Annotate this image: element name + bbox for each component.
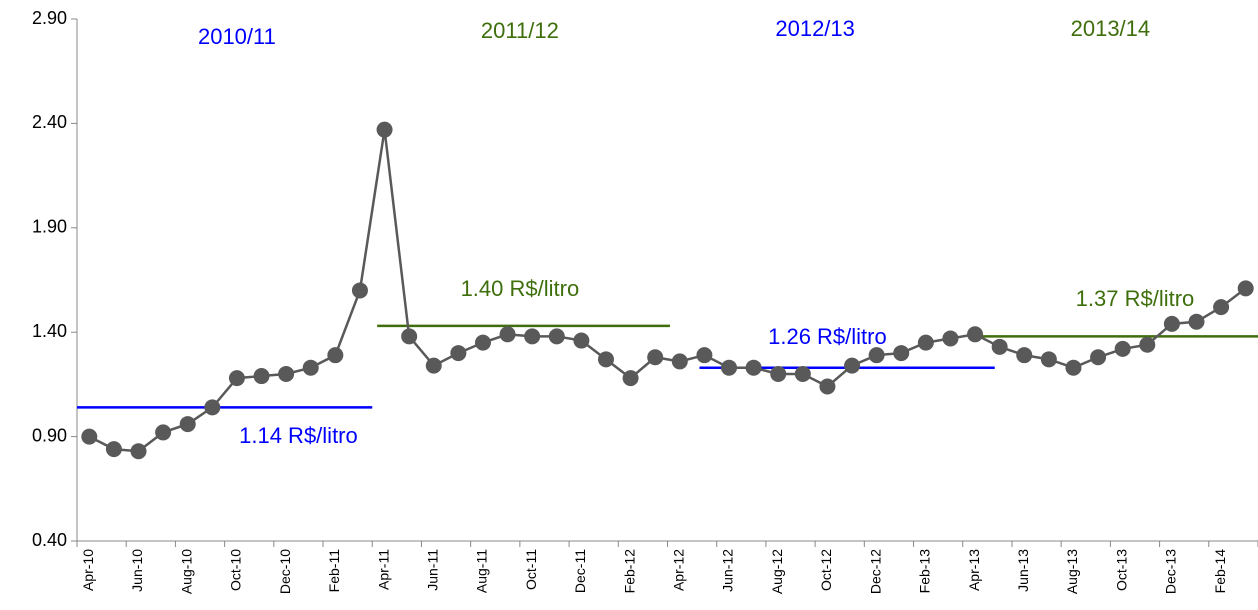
data-point <box>1139 336 1156 353</box>
data-point <box>1114 340 1131 357</box>
data-point <box>105 441 122 458</box>
x-tick-label: Oct-10 <box>228 549 244 591</box>
data-point <box>401 328 418 345</box>
data-point <box>917 334 934 351</box>
data-point <box>967 326 984 343</box>
data-point <box>745 359 762 376</box>
data-point <box>622 370 639 387</box>
data-point <box>1213 299 1230 316</box>
period-label: 2013/14 <box>1071 16 1151 41</box>
data-point <box>450 345 467 362</box>
data-point <box>155 424 172 441</box>
y-tick-label: 2.40 <box>32 112 67 132</box>
y-tick-label: 1.90 <box>32 217 67 237</box>
x-tick-label: Jun-12 <box>720 549 736 592</box>
data-point <box>253 368 270 385</box>
x-tick-label: Feb-13 <box>917 549 933 594</box>
x-tick-label: Dec-13 <box>1163 549 1179 594</box>
x-tick-label: Jun-10 <box>129 549 145 592</box>
data-point <box>671 353 688 370</box>
average-label: 1.14 R$/litro <box>239 423 358 448</box>
data-point <box>1040 351 1057 368</box>
average-label: 1.40 R$/litro <box>461 276 580 301</box>
x-tick-label: Jun-11 <box>424 549 440 591</box>
data-point <box>696 347 713 364</box>
data-point <box>327 347 344 364</box>
data-point <box>573 332 590 349</box>
x-tick-label: Jun-13 <box>1015 549 1031 592</box>
x-tick-label: Aug-12 <box>769 549 785 594</box>
x-tick-label: Aug-10 <box>178 549 194 594</box>
data-point <box>1016 347 1033 364</box>
y-tick-label: 0.40 <box>32 530 67 550</box>
data-point <box>1188 313 1205 330</box>
x-tick-label: Apr-11 <box>375 549 391 590</box>
x-tick-label: Apr-13 <box>966 549 982 591</box>
data-point <box>548 328 565 345</box>
data-point <box>1237 280 1254 297</box>
x-tick-label: Aug-11 <box>474 549 490 593</box>
data-point <box>351 282 368 299</box>
data-point <box>721 359 738 376</box>
data-point <box>499 326 516 343</box>
x-tick-label: Aug-13 <box>1064 549 1080 594</box>
data-point <box>647 349 664 366</box>
x-tick-label: Oct-12 <box>818 549 834 591</box>
x-tick-label: Dec-11 <box>572 549 588 593</box>
data-point <box>868 347 885 364</box>
data-point <box>474 334 491 351</box>
y-tick-label: 2.90 <box>32 8 67 28</box>
data-point <box>130 443 147 460</box>
data-point <box>1065 359 1082 376</box>
data-point <box>204 399 221 416</box>
data-point <box>794 365 811 382</box>
data-point <box>278 365 295 382</box>
data-point <box>942 330 959 347</box>
data-point <box>1090 349 1107 366</box>
data-point <box>1163 315 1180 332</box>
data-point <box>81 428 98 445</box>
data-point <box>770 365 787 382</box>
y-tick-label: 0.90 <box>32 425 67 445</box>
data-point <box>844 357 861 374</box>
data-point <box>893 345 910 362</box>
series-line <box>88 129 1247 453</box>
data-point <box>228 370 245 387</box>
data-point <box>819 378 836 395</box>
x-tick-label: Apr-12 <box>671 549 687 591</box>
x-tick-label: Feb-12 <box>621 549 637 594</box>
x-tick-label: Feb-11 <box>326 549 342 593</box>
x-tick-label: Apr-10 <box>80 549 96 591</box>
data-point <box>179 416 196 433</box>
data-point <box>302 359 319 376</box>
period-label: 2011/12 <box>481 18 559 43</box>
data-point <box>524 328 541 345</box>
data-point <box>597 351 614 368</box>
x-tick-label: Dec-10 <box>277 549 293 594</box>
average-label: 1.26 R$/litro <box>768 324 887 349</box>
data-point <box>376 121 393 138</box>
x-tick-label: Oct-11 <box>523 549 539 590</box>
average-label: 1.37 R$/litro <box>1076 286 1195 311</box>
period-label: 2012/13 <box>775 16 855 41</box>
y-tick-label: 1.40 <box>32 321 67 341</box>
period-label: 2010/11 <box>198 24 276 49</box>
x-tick-label: Oct-13 <box>1113 549 1129 591</box>
x-tick-label: Dec-12 <box>867 549 883 594</box>
data-point <box>425 357 442 374</box>
x-tick-label: Feb-14 <box>1212 549 1228 594</box>
data-point <box>991 338 1008 355</box>
